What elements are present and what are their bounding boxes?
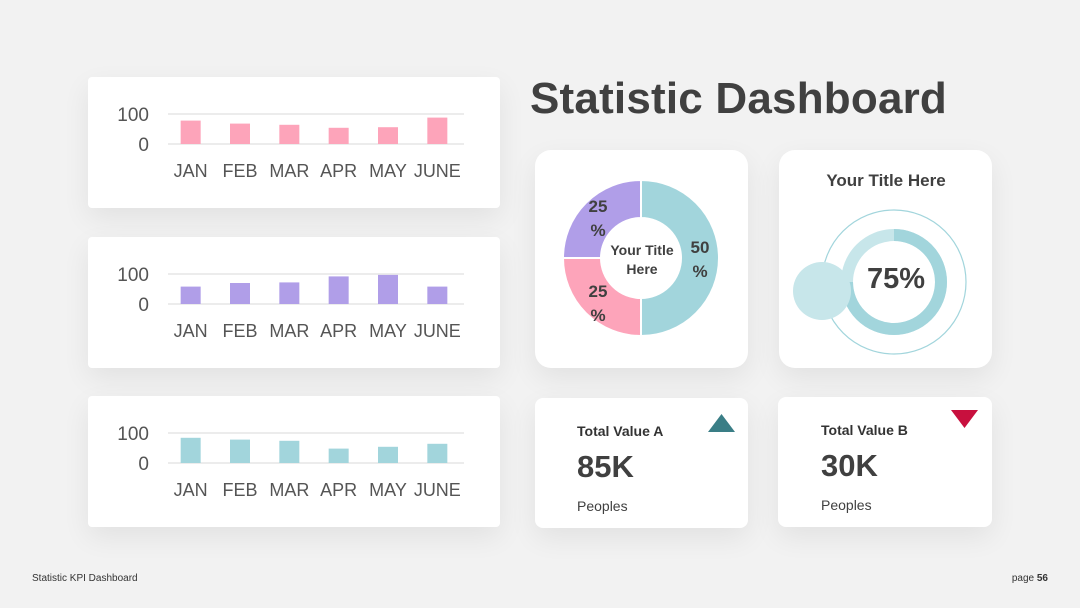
x-tick-label: MAY xyxy=(369,321,407,341)
y-tick-label: 100 xyxy=(117,105,149,126)
kpi-b-label: Total Value B xyxy=(821,422,908,438)
kpi-card-b xyxy=(778,397,992,527)
donut-label-25-bottom-value: 25 xyxy=(588,282,608,301)
bar-june xyxy=(427,286,448,304)
bar-june xyxy=(427,443,448,463)
bar-jan xyxy=(180,120,201,144)
donut-chart xyxy=(561,178,720,338)
donut-slice-25-bottom xyxy=(561,257,642,338)
donut-label-50-value: 50 xyxy=(690,238,710,257)
donut-center-label: Your Title Here xyxy=(602,241,682,279)
donut-center-line-1: Your Title xyxy=(610,242,674,258)
x-tick-label: JAN xyxy=(174,480,208,500)
bar-mar xyxy=(279,282,300,304)
kpi-a-sub: Peoples xyxy=(577,498,628,514)
kpi-a-value: 85K xyxy=(577,449,634,484)
x-tick-label: JUNE xyxy=(414,321,461,341)
bar-chart-card-3: 0 100 JAN FEB MAR APR MAY JUNE xyxy=(88,396,500,527)
bar-mar xyxy=(279,440,300,463)
y-tick-label: 0 xyxy=(138,135,149,156)
x-tick-label: MAY xyxy=(369,480,407,500)
x-tick-label: MAR xyxy=(269,321,309,341)
bar-apr xyxy=(328,448,349,463)
donut-label-25-top-unit: % xyxy=(590,221,606,240)
bar-apr xyxy=(328,276,349,304)
x-tick-label: FEB xyxy=(222,161,257,181)
y-tick-label: 0 xyxy=(138,454,149,475)
donut-label-25-bottom-unit: % xyxy=(590,306,606,325)
y-tick-label: 0 xyxy=(138,295,149,316)
page-number-value: 56 xyxy=(1036,573,1048,584)
page-prefix: page xyxy=(1011,573,1035,584)
donut-slice-25-top xyxy=(561,178,642,259)
gauge-value: 75% xyxy=(866,263,926,295)
donut-slice-50 xyxy=(640,178,720,338)
bar-mar xyxy=(279,124,300,144)
x-tick-label: FEB xyxy=(222,480,257,500)
x-tick-label: MAY xyxy=(369,161,407,181)
kpi-b-sub: Peoples xyxy=(821,497,872,513)
bar-feb xyxy=(230,283,250,304)
kpi-a-label: Total Value A xyxy=(577,423,664,439)
bar-apr xyxy=(328,127,349,144)
donut-label-50: 50 % xyxy=(680,236,720,284)
x-tick-label: APR xyxy=(320,480,357,500)
bar-chart-card-2: 0 100 JAN FEB MAR APR MAY JUNE xyxy=(88,237,500,368)
bar-jan xyxy=(180,437,201,463)
x-tick-label: MAR xyxy=(269,480,309,500)
page-title: Statistic Dashboard xyxy=(530,74,948,123)
x-tick-label: JUNE xyxy=(414,161,461,181)
donut-center-line-2: Here xyxy=(626,261,658,277)
kpi-card-a xyxy=(535,398,748,528)
donut-label-25-bottom: 25 % xyxy=(578,280,618,328)
x-tick-label: JAN xyxy=(174,161,208,181)
donut-label-25-top: 25 % xyxy=(578,195,618,243)
bar-chart-2: 0 100 JAN FEB MAR APR MAY JUNE xyxy=(117,265,464,341)
bar-feb xyxy=(230,439,250,463)
x-tick-label: MAR xyxy=(269,161,309,181)
bar-may xyxy=(378,446,398,463)
bar-chart-3: 0 100 JAN FEB MAR APR MAY JUNE xyxy=(117,424,464,500)
gauge-chart xyxy=(793,209,967,355)
bar-june xyxy=(427,117,448,144)
gauge-knob xyxy=(793,262,851,320)
trend-down-icon xyxy=(951,410,978,428)
footer-title: Statistic KPI Dashboard xyxy=(32,573,138,584)
x-tick-label: APR xyxy=(320,321,357,341)
kpi-b-value: 30K xyxy=(821,448,878,483)
bar-feb xyxy=(230,123,250,144)
y-tick-label: 100 xyxy=(117,424,149,445)
x-tick-label: FEB xyxy=(222,321,257,341)
x-tick-label: JUNE xyxy=(414,480,461,500)
trend-up-icon xyxy=(708,414,735,432)
bar-chart-1: 0 100 JAN FEB MAR APR MAY JUNE xyxy=(117,105,464,181)
bar-may xyxy=(378,274,398,304)
x-tick-label: APR xyxy=(320,161,357,181)
bar-jan xyxy=(180,286,201,304)
donut-label-25-top-value: 25 xyxy=(588,197,608,216)
gauge-value-arc xyxy=(841,229,947,335)
bar-may xyxy=(378,127,398,144)
gauge-title: Your Title Here xyxy=(826,171,946,190)
y-tick-label: 100 xyxy=(117,265,149,286)
donut-label-50-unit: % xyxy=(692,262,708,281)
page-number: page 56 xyxy=(1012,573,1048,584)
bar-chart-card-1: 0 100 JAN FEB MAR APR MAY JUNE xyxy=(88,77,500,208)
x-tick-label: JAN xyxy=(174,321,208,341)
